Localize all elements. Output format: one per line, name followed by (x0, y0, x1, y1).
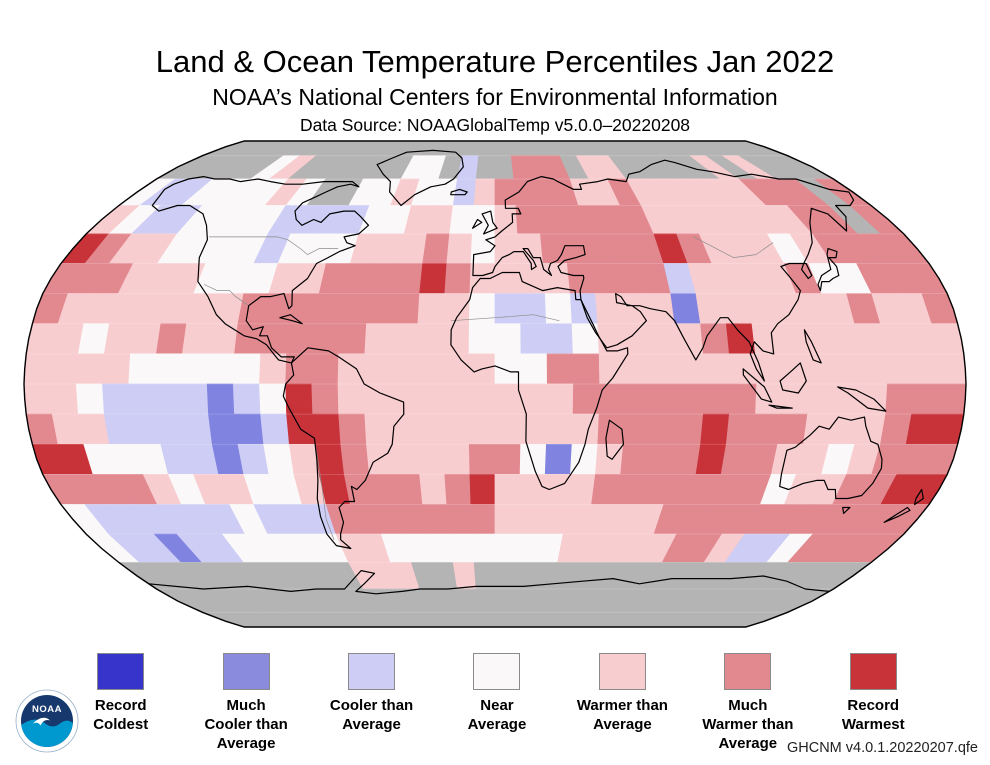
page-subtitle: NOAA’s National Centers for Environmenta… (212, 84, 778, 110)
legend-swatch-4 (598, 653, 646, 690)
legend-label-3: Near Average (467, 697, 527, 733)
legend-item-5: Much Warmer than Average (685, 653, 810, 753)
legend-label-1: Much Cooler than Average (204, 697, 288, 752)
legend-label-4: Warmer than Average (576, 697, 668, 733)
graticule (24, 155, 966, 613)
noaa-logo-bird-icon (33, 717, 50, 726)
legend-label-5: Much Warmer than Average (702, 697, 794, 752)
legend-item-1: Much Cooler than Average (183, 653, 308, 753)
legend-item-2: Cooler than Average (309, 653, 434, 753)
dataset-version-text: GHCNM v4.0.1.20220207.qfe (786, 740, 978, 756)
legend-swatch-3 (473, 653, 521, 690)
legend-swatch-2 (348, 653, 396, 690)
legend-item-4: Warmer than Average (560, 653, 685, 753)
coastlines (148, 149, 924, 595)
data-source-line: Data Source: NOAAGlobalTemp v5.0.0–20220… (299, 115, 691, 135)
legend-label-0: Record Coldest (93, 697, 149, 733)
legend-item-0: Record Coldest (58, 653, 183, 753)
legend-label-6: Record Warmest (841, 697, 905, 733)
legend-swatch-0 (97, 653, 145, 690)
map-outline (23, 140, 967, 628)
legend-label-2: Cooler than Average (329, 697, 414, 733)
legend-item-6: Record Warmest (811, 653, 936, 753)
world-map-svg (23, 140, 967, 628)
world-map (22, 139, 968, 629)
page-title: Land & Ocean Temperature Percentiles Jan… (155, 44, 835, 79)
legend-swatch-6 (849, 653, 897, 690)
legend-swatch-1 (222, 653, 270, 690)
noaa-logo-text: NOAA (32, 704, 62, 715)
noaa-logo-sea (21, 719, 73, 747)
legend-item-3: Near Average (434, 653, 559, 753)
noaa-logo: NOAA (15, 689, 79, 753)
legend: Record Coldest Much Cooler than Average Co… (58, 653, 936, 753)
legend-swatch-5 (724, 653, 772, 690)
grid-cells (24, 141, 966, 627)
